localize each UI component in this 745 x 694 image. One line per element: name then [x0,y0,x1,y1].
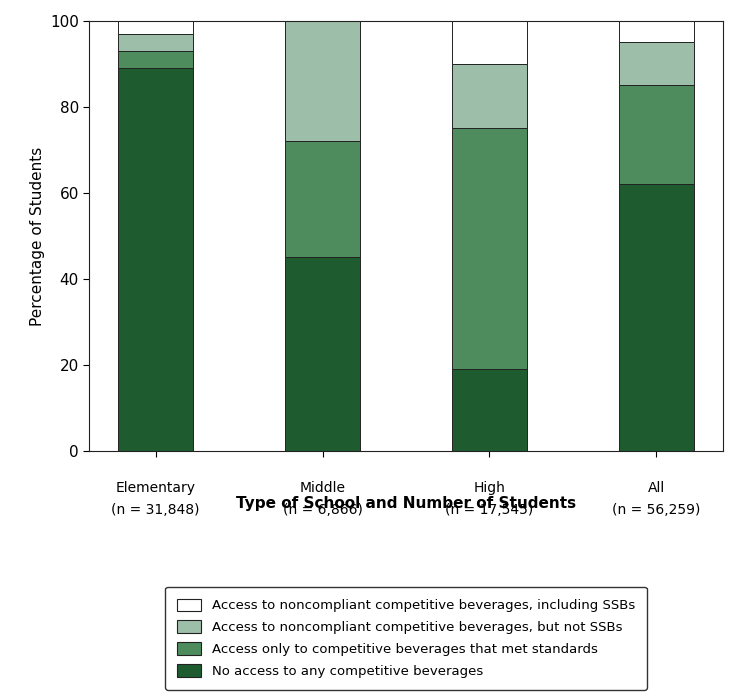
Bar [285,21,360,142]
Text: Middle: Middle [299,481,346,496]
Y-axis label: Percentage of Students: Percentage of Students [30,146,45,325]
Bar [452,369,527,451]
Text: All: All [647,481,665,496]
Bar [118,68,193,451]
Legend: Access to noncompliant competitive beverages, including SSBs, Access to noncompl: Access to noncompliant competitive bever… [165,587,647,690]
Bar [619,85,694,185]
Bar [452,128,527,369]
Text: (n = 31,848): (n = 31,848) [112,502,200,517]
Text: Elementary: Elementary [115,481,196,496]
Bar [285,257,360,451]
Bar [118,51,193,68]
Bar [285,142,360,257]
Bar [452,64,527,128]
Bar [118,21,193,34]
Bar [118,34,193,51]
Text: (n = 56,259): (n = 56,259) [612,502,700,517]
Text: (n = 17,545): (n = 17,545) [446,502,533,517]
Bar [619,21,694,42]
X-axis label: Type of School and Number of Students: Type of School and Number of Students [236,496,576,511]
Text: High: High [474,481,505,496]
Bar [452,21,527,64]
Bar [619,185,694,451]
Text: (n = 6,866): (n = 6,866) [282,502,363,517]
Bar [619,42,694,85]
